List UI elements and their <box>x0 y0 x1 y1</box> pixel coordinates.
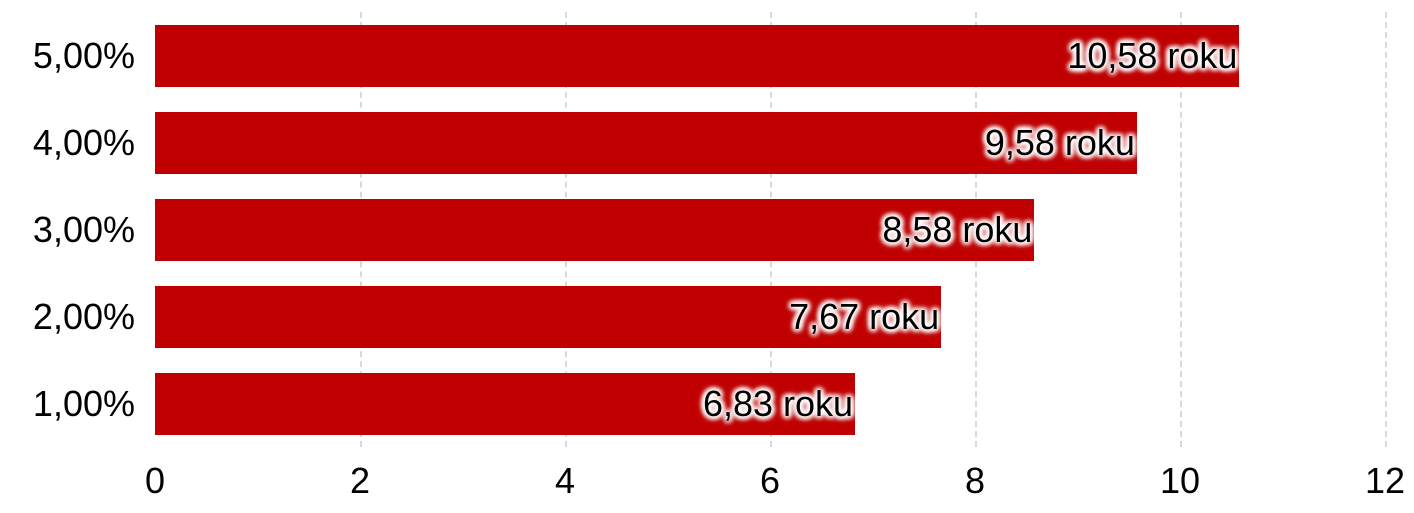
x-tick-label: 8 <box>965 460 985 502</box>
x-tick-label: 2 <box>350 460 370 502</box>
y-tick-label: 5,00% <box>33 35 135 77</box>
gridline <box>1385 12 1387 447</box>
y-tick-label: 2,00% <box>33 296 135 338</box>
bar-value-label: 7,67 roku <box>789 296 941 338</box>
x-tick-label: 12 <box>1365 460 1405 502</box>
bar-row: 8,58 roku <box>155 199 1385 261</box>
bar-row: 9,58 roku <box>155 112 1385 174</box>
x-tick-label: 6 <box>760 460 780 502</box>
x-tick-label: 0 <box>145 460 165 502</box>
x-tick-label: 10 <box>1160 460 1200 502</box>
x-tick-label: 4 <box>555 460 575 502</box>
y-tick-label: 3,00% <box>33 209 135 251</box>
bar-value-label: 9,58 roku <box>985 122 1137 164</box>
horizontal-bar-chart: 10,58 roku 9,58 roku 8,58 roku 7,67 roku 6,8… <box>0 0 1414 513</box>
bar-value-label: 8,58 roku <box>882 209 1034 251</box>
bar-value-label: 10,58 roku <box>1067 35 1239 77</box>
bar-row: 6,83 roku <box>155 373 1385 435</box>
y-tick-label: 4,00% <box>33 122 135 164</box>
bar-value-label: 6,83 roku <box>703 383 855 425</box>
y-tick-label: 1,00% <box>33 383 135 425</box>
bar-row: 10,58 roku <box>155 25 1385 87</box>
bar-row: 7,67 roku <box>155 286 1385 348</box>
plot-area: 10,58 roku 9,58 roku 8,58 roku 7,67 roku 6,8… <box>155 12 1385 447</box>
